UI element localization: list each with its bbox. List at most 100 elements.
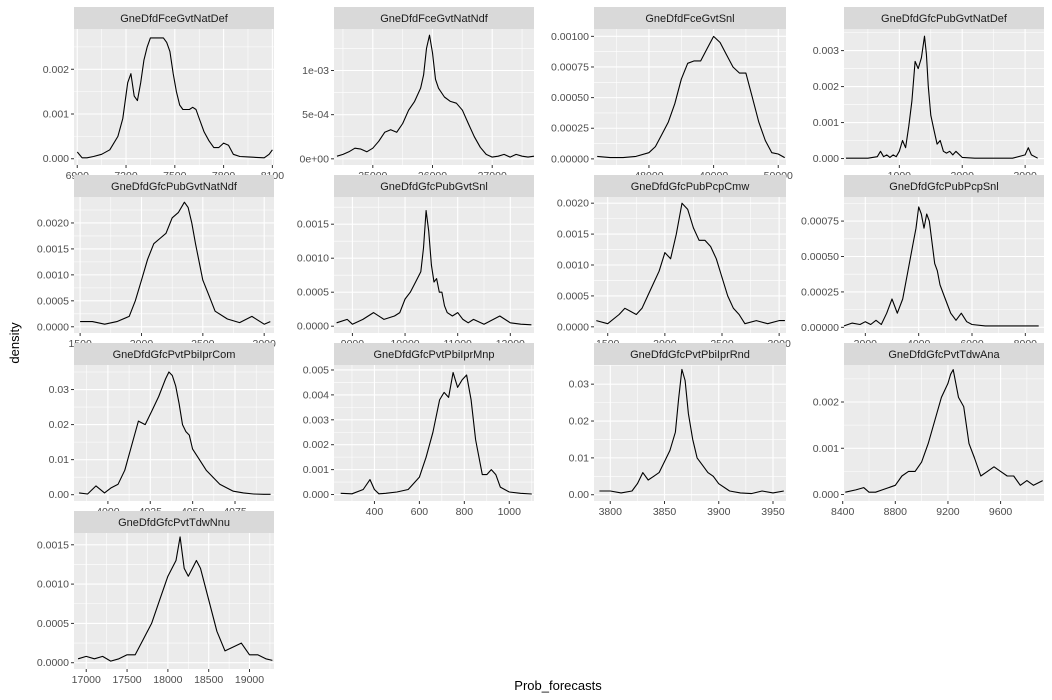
plot-area <box>74 197 274 333</box>
y-tick-label: 0.0020 <box>37 217 69 229</box>
plot-area <box>74 29 274 165</box>
y-tick-label: 0.02 <box>49 419 70 431</box>
facet-panel: GneDfdGfcPubPcpSnl20004000600080000.0000… <box>801 175 1044 350</box>
y-tick-label: 0.001 <box>43 109 69 121</box>
y-tick-label: 0.0020 <box>557 198 589 210</box>
y-tick-label: 0.00025 <box>801 286 839 298</box>
y-tick-label: 0.00 <box>49 489 70 501</box>
y-tick-label: 0.0015 <box>557 229 589 241</box>
x-tick-label: 1000 <box>498 506 522 518</box>
facet-title: GneDfdGfcPvtTdwAna <box>888 349 1000 361</box>
y-tick-label: 0.000 <box>813 153 839 165</box>
y-tick-label: 0.02 <box>569 416 590 428</box>
facet-strip <box>334 7 534 29</box>
facet-panel: GneDfdGfcPvtPbiIprRnd 3800 3850 3900 3950 0.0… <box>569 343 786 518</box>
y-tick-label: 0.001 <box>813 443 839 455</box>
facet-title: GneDfdGfcPvtPbiIprCom <box>113 349 236 361</box>
y-tick-label: 0.01 <box>49 454 70 466</box>
y-tick-label: 0.004 <box>303 389 329 401</box>
facet-strip <box>594 175 786 197</box>
y-tick-label: 0.00100 <box>551 31 589 43</box>
y-tick-label: 1e-03 <box>302 65 329 77</box>
facet-panel: GneDfdGfcPvtPbiIprCom40004025405040750.0… <box>49 343 274 518</box>
plot-area <box>74 533 274 669</box>
facet-strip <box>74 343 274 365</box>
y-tick-label: 0.00050 <box>801 251 839 263</box>
plot-area <box>334 197 534 333</box>
x-tick-label: 17000 <box>72 674 101 686</box>
x-tick-label: 3950 <box>761 506 785 518</box>
x-tick-label: 9200 <box>936 506 960 518</box>
facet-panel: GneDfdGfcPubGvtSnl90001000011000120000.0… <box>297 175 534 350</box>
facet-strip <box>844 343 1044 365</box>
facet-strip <box>334 343 534 365</box>
y-tick-label: 0.0010 <box>557 260 589 272</box>
x-tick-label: 3850 <box>653 506 677 518</box>
y-tick-label: 0.0000 <box>297 321 329 333</box>
density-line <box>845 35 1038 159</box>
y-axis-title: density <box>7 322 22 364</box>
y-tick-label: 0e+00 <box>300 153 330 165</box>
density-line <box>340 371 532 495</box>
facet-title: GneDfdFceGvtNatNdf <box>380 13 489 25</box>
facet-panel: GneDfdGfcPubGvtNatNdf15002000250030000.0… <box>37 175 276 350</box>
plot-area <box>594 365 786 501</box>
y-tick-label: 0.03 <box>569 379 590 391</box>
y-tick-label: 0.00025 <box>551 123 589 135</box>
facet-panel: GneDfdFceGvtNatNdf2500026000270000e+005e… <box>300 7 535 182</box>
facet-strip <box>334 175 534 197</box>
y-tick-label: 0.0010 <box>297 253 329 265</box>
x-axis-title: Prob_forecasts <box>514 678 602 693</box>
y-tick-label: 0.0000 <box>557 321 589 333</box>
y-tick-label: 0.0005 <box>37 295 69 307</box>
y-tick-label: 0.0010 <box>37 269 69 281</box>
y-tick-label: 0.00000 <box>551 153 589 165</box>
x-tick-label: 9600 <box>989 506 1013 518</box>
x-tick-label: 8800 <box>884 506 908 518</box>
y-tick-label: 0.002 <box>813 81 839 93</box>
facet-panels: GneDfdFceGvtNatDef690072007500780081000.… <box>37 7 1044 686</box>
facet-strip <box>74 7 274 29</box>
facet-strip <box>74 175 274 197</box>
x-tick-label: 800 <box>456 506 474 518</box>
y-tick-label: 0.00050 <box>551 92 589 104</box>
facet-panel: GneDfdGfcPubPcpCmw15002000250030000.0000… <box>557 175 791 350</box>
facet-panel: GneDfdGfcPvtTdwNnu 17000 17500 18000 18500 19… <box>37 511 274 686</box>
y-tick-label: 5e-04 <box>302 109 329 121</box>
plot-area <box>334 365 534 501</box>
plot-area <box>844 365 1044 501</box>
y-tick-label: 0.002 <box>813 397 839 409</box>
facet-strip <box>844 175 1044 197</box>
density-line <box>843 206 1039 327</box>
y-tick-label: 0.000 <box>813 489 839 501</box>
y-tick-label: 0.00075 <box>801 216 839 228</box>
facet-title: GneDfdFceGvtSnl <box>645 13 734 25</box>
y-tick-label: 0.001 <box>303 464 329 476</box>
facet-strip <box>594 343 786 365</box>
y-tick-label: 0.01 <box>569 452 590 464</box>
density-line <box>76 37 273 159</box>
facet-title: GneDfdGfcPvtPbiIprRnd <box>630 349 750 361</box>
facet-panel: GneDfdFceGvtSnl4800049000500000.000000.0… <box>551 7 793 182</box>
facet-panel: GneDfdGfcPvtPbiIprMnp 400 600 800 1000 0.000 0… <box>303 343 534 518</box>
plot-area <box>844 29 1044 165</box>
facet-panel: GneDfdGfcPvtTdwAna 8400 8800 9200 9600 0.000 0… <box>813 343 1044 518</box>
y-tick-label: 0.0005 <box>297 287 329 299</box>
x-tick-label: 3800 <box>599 506 623 518</box>
y-tick-label: 0.0005 <box>557 290 589 302</box>
facet-strip <box>594 7 786 29</box>
density-line <box>845 369 1043 493</box>
facet-title: GneDfdGfcPvtPbiIprMnp <box>373 349 494 361</box>
x-tick-label: 19000 <box>235 674 264 686</box>
x-tick-label: 18000 <box>153 674 182 686</box>
facet-title: GneDfdGfcPubGvtSnl <box>380 181 488 193</box>
y-tick-label: 0.001 <box>813 117 839 129</box>
y-tick-label: 0.0015 <box>37 243 69 255</box>
x-tick-label: 18500 <box>194 674 223 686</box>
y-tick-label: 0.0015 <box>37 539 69 551</box>
y-tick-label: 0.000 <box>303 489 329 501</box>
plot-area <box>844 197 1044 333</box>
density-line <box>597 35 785 159</box>
density-line <box>80 201 271 325</box>
